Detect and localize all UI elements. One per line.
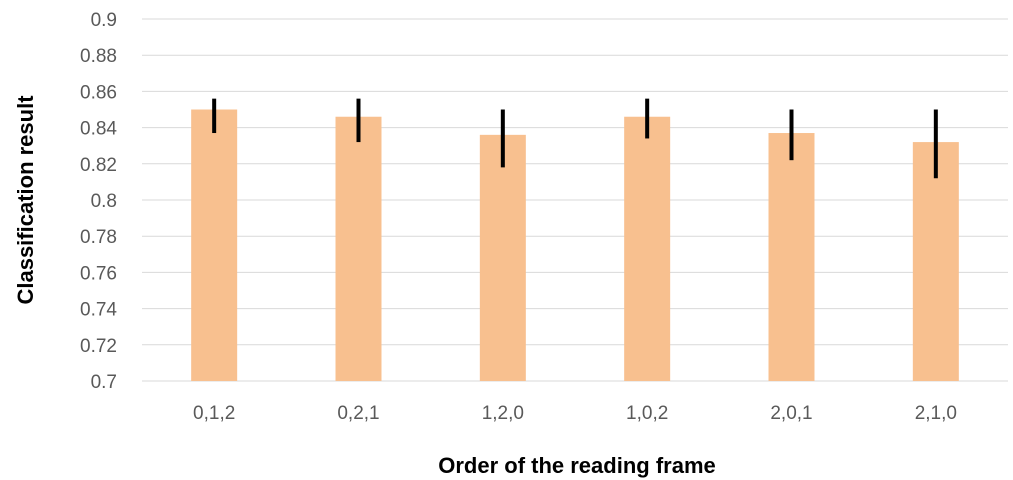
x-tick-labels: 0,1,2 0,2,1 1,2,0 1,0,2 2,0,1 2,1,0	[193, 403, 957, 424]
x-tick-label: 0,2,1	[337, 403, 379, 424]
y-tick-label: 0.88	[80, 46, 117, 67]
y-axis-title: Classification result	[13, 95, 38, 305]
x-tick-label: 1,0,2	[626, 403, 668, 424]
bar	[768, 133, 815, 381]
error-bars	[212, 98, 938, 179]
bar	[479, 134, 526, 381]
y-tick-label: 0.9	[91, 10, 117, 31]
y-tick-label: 0.86	[80, 82, 117, 103]
x-tick-label: 2,1,0	[915, 403, 957, 424]
x-tick-label: 0,1,2	[193, 403, 235, 424]
bar	[191, 109, 238, 381]
bar	[335, 116, 382, 382]
y-tick-label: 0.7	[91, 372, 117, 393]
y-tick-label: 0.8	[91, 191, 117, 212]
y-tick-label: 0.74	[80, 300, 117, 321]
bars	[191, 109, 959, 382]
x-tick-label: 1,2,0	[482, 403, 524, 424]
bar	[912, 142, 959, 381]
y-tick-label: 0.84	[80, 119, 117, 140]
gridlines	[142, 18, 1008, 382]
y-tick-label: 0.76	[80, 263, 117, 284]
y-tick-label: 0.78	[80, 227, 117, 248]
x-tick-label: 2,0,1	[770, 403, 812, 424]
y-tick-labels: 0.7 0.72 0.74 0.76 0.78 0.8 0.82 0.84 0.86 0.88 0.…	[80, 10, 117, 393]
x-axis-title: Order of the reading frame	[438, 453, 716, 478]
bar	[624, 116, 671, 382]
y-tick-label: 0.72	[80, 336, 117, 357]
y-tick-label: 0.82	[80, 155, 117, 176]
